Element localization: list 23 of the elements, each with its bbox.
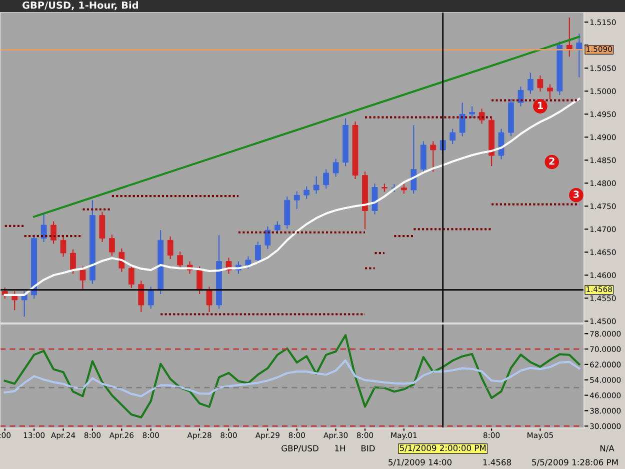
text: GBP/USD — [282, 445, 318, 452]
chart-title: GBP/USD, 1-Hour, Bid — [22, 1, 138, 10]
text: 5/1/2009 14:00 — [388, 459, 452, 466]
candlestick — [430, 140, 436, 172]
annotation: 2 — [549, 157, 554, 165]
candlestick — [323, 168, 329, 190]
text: N/A — [600, 445, 614, 452]
candlestick — [274, 220, 280, 234]
text: 5/5/2009 1:28:06 PM — [532, 459, 618, 466]
annotation: 1 — [538, 102, 543, 109]
x-tick-label: 5/1/2009 2:00:00 PM — [400, 444, 486, 452]
candlestick — [469, 106, 475, 118]
annotation: 3 — [573, 190, 579, 198]
candlestick — [401, 184, 407, 194]
line-series — [4, 359, 580, 398]
text: BID — [362, 445, 375, 452]
candlestick — [313, 176, 320, 194]
candlestick — [382, 183, 388, 192]
text: 1.4568 — [483, 459, 512, 466]
line-series — [4, 334, 580, 418]
candlestick — [547, 84, 553, 100]
text: 1H — [335, 445, 345, 452]
candlestick — [304, 186, 310, 200]
